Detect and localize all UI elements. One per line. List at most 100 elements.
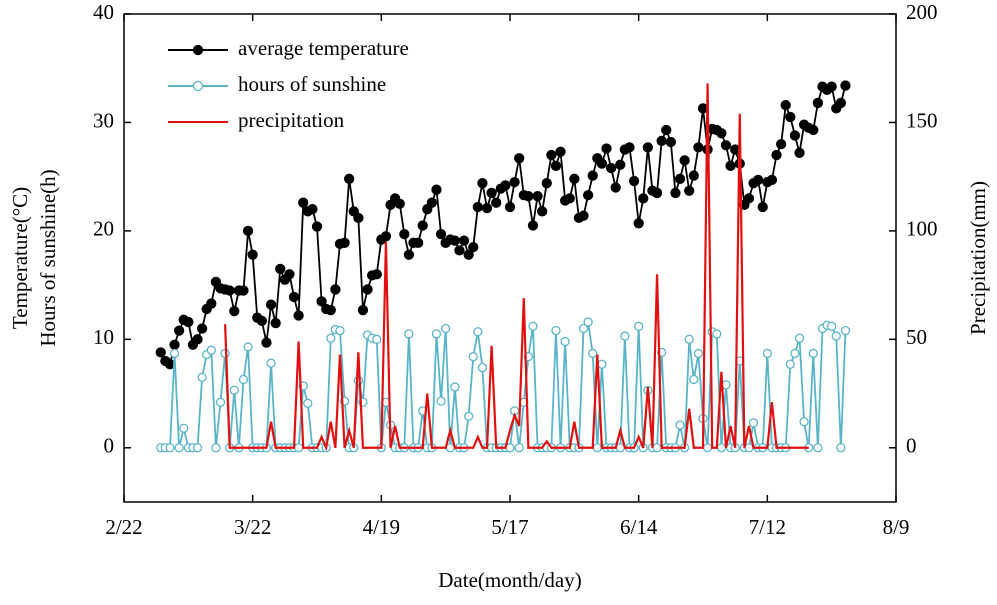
y-tick-label: 0: [104, 434, 115, 458]
data-point: [633, 218, 644, 229]
data-point: [555, 146, 566, 157]
data-point: [491, 197, 502, 208]
data-point: [372, 334, 382, 344]
data-point: [583, 317, 593, 327]
data-point: [477, 362, 488, 373]
data-point: [266, 358, 276, 368]
data-point: [261, 337, 272, 348]
x-tick-label: 5/17: [491, 515, 528, 539]
data-point: [651, 187, 663, 199]
y-tick-label: 20: [93, 217, 114, 241]
data-point: [541, 178, 552, 189]
data-point: [652, 443, 662, 453]
data-point: [224, 285, 235, 296]
data-point: [404, 329, 414, 339]
data-point: [752, 174, 764, 186]
data-point: [243, 342, 253, 352]
data-point: [564, 193, 575, 204]
data-point: [551, 326, 561, 336]
y-tick-label: 40: [93, 0, 114, 24]
data-point: [550, 160, 562, 171]
data-point: [693, 348, 704, 359]
data-point: [270, 317, 281, 329]
data-point: [675, 420, 685, 430]
data-point: [592, 443, 602, 453]
data-point: [725, 160, 736, 171]
y2-tick-label: 150: [906, 108, 938, 132]
data-point: [610, 182, 621, 193]
data-point: [431, 184, 442, 195]
data-point: [394, 198, 405, 209]
data-point: [720, 140, 732, 151]
data-point: [179, 423, 189, 433]
data-point: [836, 443, 846, 453]
data-point: [546, 149, 557, 161]
data-point: [790, 348, 800, 359]
data-point: [242, 225, 254, 237]
data-point: [353, 375, 364, 386]
data-point: [588, 348, 598, 359]
data-point: [597, 359, 607, 369]
data-point: [799, 417, 809, 427]
data-point: [827, 321, 837, 331]
x-tick-label: 8/9: [883, 515, 910, 539]
data-point: [206, 298, 217, 309]
data-point: [766, 174, 778, 186]
data-point: [670, 187, 681, 199]
data-point: [371, 269, 382, 280]
data-point: [665, 136, 676, 148]
data-point: [582, 189, 594, 201]
data-point: [486, 187, 497, 199]
data-point: [812, 97, 824, 109]
y2-axis-label: Precipitation(mm): [966, 181, 990, 335]
x-tick-label: 7/12: [749, 515, 786, 539]
x-tick-label: 3/22: [234, 515, 271, 539]
data-point: [454, 245, 465, 256]
data-point: [275, 263, 286, 274]
data-point: [808, 124, 819, 136]
data-point: [426, 197, 438, 208]
data-point: [509, 176, 520, 188]
data-point: [183, 316, 194, 328]
data-point: [412, 237, 424, 248]
data-point: [578, 210, 589, 221]
data-point: [435, 228, 447, 240]
data-point: [335, 326, 345, 336]
data-point: [169, 348, 180, 359]
data-point: [684, 334, 694, 344]
data-point: [615, 159, 626, 170]
data-point: [578, 323, 589, 334]
legend-label: precipitation: [238, 108, 345, 132]
data-point: [316, 296, 327, 307]
data-point: [468, 242, 479, 253]
data-point: [293, 310, 304, 321]
data-point: [173, 325, 185, 336]
data-point: [197, 372, 207, 382]
legend-marker: [192, 44, 204, 56]
data-point: [826, 81, 837, 92]
y2-tick-label: 100: [906, 217, 938, 241]
data-point: [527, 220, 539, 231]
data-point: [504, 201, 516, 213]
legend-label: hours of sunshine: [238, 72, 386, 96]
data-point: [463, 249, 474, 260]
data-point: [780, 99, 791, 111]
data-point: [757, 201, 768, 213]
data-point: [477, 178, 488, 189]
y2-tick-label: 0: [906, 434, 917, 458]
legend-label: average temperature: [238, 36, 409, 60]
data-point: [344, 173, 355, 184]
data-point: [192, 334, 203, 345]
data-point: [247, 249, 258, 260]
data-point: [762, 348, 772, 359]
data-point: [712, 329, 722, 339]
data-point: [196, 323, 208, 334]
data-point: [326, 333, 336, 343]
data-point: [628, 175, 640, 187]
data-point: [587, 170, 598, 181]
data-point: [684, 185, 695, 196]
data-point: [403, 249, 415, 260]
data-point: [831, 331, 841, 341]
data-point: [468, 352, 478, 362]
data-point: [311, 221, 323, 232]
